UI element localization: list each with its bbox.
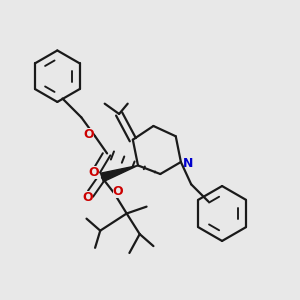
Text: O: O (82, 191, 92, 204)
Text: O: O (88, 166, 99, 179)
Text: O: O (84, 128, 94, 141)
Text: N: N (183, 157, 194, 170)
Text: O: O (113, 185, 123, 198)
Polygon shape (100, 165, 138, 182)
